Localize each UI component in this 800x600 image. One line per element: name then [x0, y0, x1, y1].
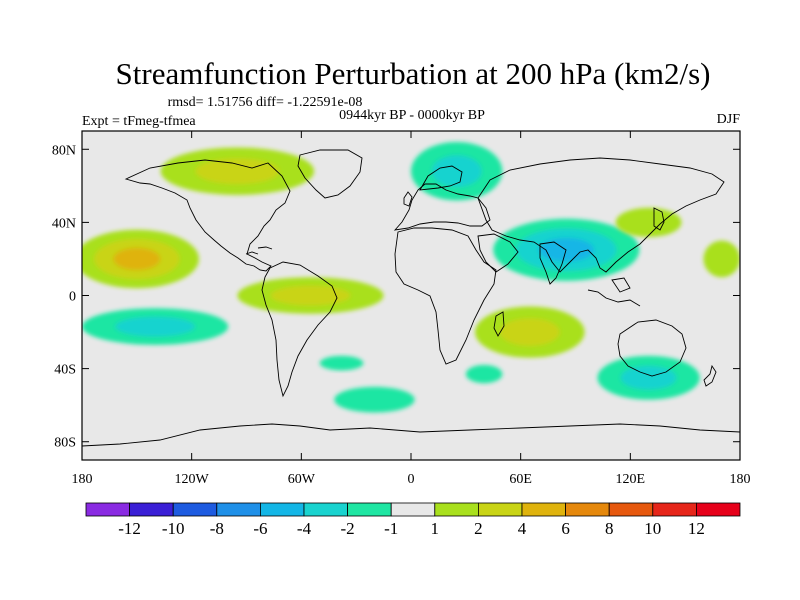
- colorbar-label-0: -12: [118, 519, 141, 538]
- x-axis: 180 120W 60W 0 60E 120E 180: [72, 131, 751, 487]
- contour-south-indian-negative-level-0: [465, 364, 503, 384]
- coast-asia: [477, 157, 725, 273]
- y-tick-label-4: 80S: [54, 436, 76, 451]
- coast-india: [539, 241, 567, 285]
- coast-antarctica: [82, 423, 740, 447]
- colorbar-swatch-2: [172, 502, 218, 517]
- experiment-label: Expt = tFmeg-tfmea: [82, 114, 196, 129]
- coast-new-zealand: [703, 364, 717, 387]
- coast-caribbean: [245, 246, 273, 255]
- colorbar-label-7: 1: [431, 519, 440, 538]
- contour-southern-ocean-negative-level-0: [334, 386, 415, 413]
- contour-north-pacific-positive-level-2: [113, 247, 161, 270]
- colorbar-label-5: -2: [341, 519, 355, 538]
- x-tick-label-0: 180: [72, 472, 93, 487]
- colorbar-swatch-12: [608, 502, 654, 517]
- x-tick-label-4: 60E: [509, 472, 532, 487]
- coast-indonesia: [587, 277, 641, 307]
- y-tick-label-3: 40S: [54, 363, 76, 378]
- season-label: DJF: [717, 112, 741, 127]
- colorbar-label-13: 12: [688, 519, 705, 538]
- contour-west-pacific-positive-level-0: [615, 207, 682, 238]
- colorbar-swatch-11: [565, 502, 610, 517]
- stats-label: rmsd= 1.51756 diff= -1.22591e-08: [168, 95, 363, 110]
- colorbar-swatch-6: [347, 502, 392, 517]
- y-tick-label-2: 0: [69, 290, 76, 305]
- colorbar-swatch-9: [477, 502, 523, 517]
- x-tick-label-1: 120W: [175, 472, 210, 487]
- contour-south-atlantic-negative-level-0: [319, 355, 364, 371]
- x-tick-label-3: 0: [408, 472, 415, 487]
- contour-europe-arctic-negative-level-1: [431, 155, 482, 188]
- y-tick-label-1: 40N: [52, 216, 76, 231]
- contour-south-pacific-negative-level-1: [115, 316, 195, 337]
- period-label: 0944kyr BP - 0000kyr BP: [339, 108, 485, 123]
- colorbar-label-3: -6: [253, 519, 267, 538]
- contour-indian-ocean-positive-level-1: [499, 318, 560, 347]
- coastlines: [82, 149, 740, 447]
- colorbar-label-10: 6: [561, 519, 570, 538]
- coast-africa: [394, 227, 497, 365]
- x-tick-label-2: 60W: [288, 472, 316, 487]
- coast-north-america: [124, 159, 291, 272]
- colorbar-swatch-10: [521, 502, 566, 517]
- colorbar-label-11: 8: [605, 519, 614, 538]
- contour-regions: [82, 141, 740, 413]
- colorbar-swatch-8: [434, 502, 479, 517]
- colorbar-label-9: 4: [518, 519, 527, 538]
- colorbar-swatch-0: [85, 502, 130, 517]
- contour-tropical-atlantic-positive-level-1: [270, 285, 351, 306]
- colorbar-swatch-7: [390, 502, 436, 517]
- colorbar-label-2: -8: [210, 519, 224, 538]
- colorbar-swatch-13: [652, 502, 697, 517]
- colorbar: -12 -10 -8 -6 -4 -2 -1 1 2 4 6 8 10 12: [85, 502, 741, 538]
- map-plot: 180 120W 60W 0 60E 120E 180 80N 40N 0 40S 80S: [52, 130, 751, 487]
- colorbar-swatch-3: [216, 502, 261, 517]
- contour-east-pacific-positive-level-0: [703, 240, 740, 278]
- coast-british-isles: [403, 191, 413, 207]
- colorbar-swatch-1: [129, 502, 174, 517]
- x-tick-label-5: 120E: [616, 472, 646, 487]
- contour-north-america-positive-level-1: [195, 158, 280, 185]
- y-tick-label-0: 80N: [52, 143, 76, 158]
- chart-title: Streamfunction Perturbation at 200 hPa (…: [116, 56, 711, 91]
- y-axis: 80N 40N 0 40S 80S: [52, 143, 740, 451]
- colorbar-swatch-4: [259, 502, 305, 517]
- colorbar-label-12: 10: [644, 519, 661, 538]
- coast-scandinavia: [419, 165, 463, 191]
- x-tick-label-6: 180: [730, 472, 751, 487]
- coast-madagascar: [493, 311, 505, 337]
- coast-south-america: [261, 261, 338, 398]
- colorbar-label-6: -1: [384, 519, 398, 538]
- colorbar-swatch-14: [696, 502, 741, 517]
- colorbar-label-4: -4: [297, 519, 312, 538]
- coast-australia: [617, 319, 687, 377]
- coast-greenland: [297, 149, 363, 199]
- coast-arabia: [477, 233, 519, 273]
- colorbar-swatch-5: [303, 502, 348, 517]
- colorbar-label-8: 2: [474, 519, 483, 538]
- contour-australia-south-negative-level-1: [620, 365, 677, 390]
- colorbar-label-1: -10: [162, 519, 185, 538]
- coast-japan: [653, 207, 665, 231]
